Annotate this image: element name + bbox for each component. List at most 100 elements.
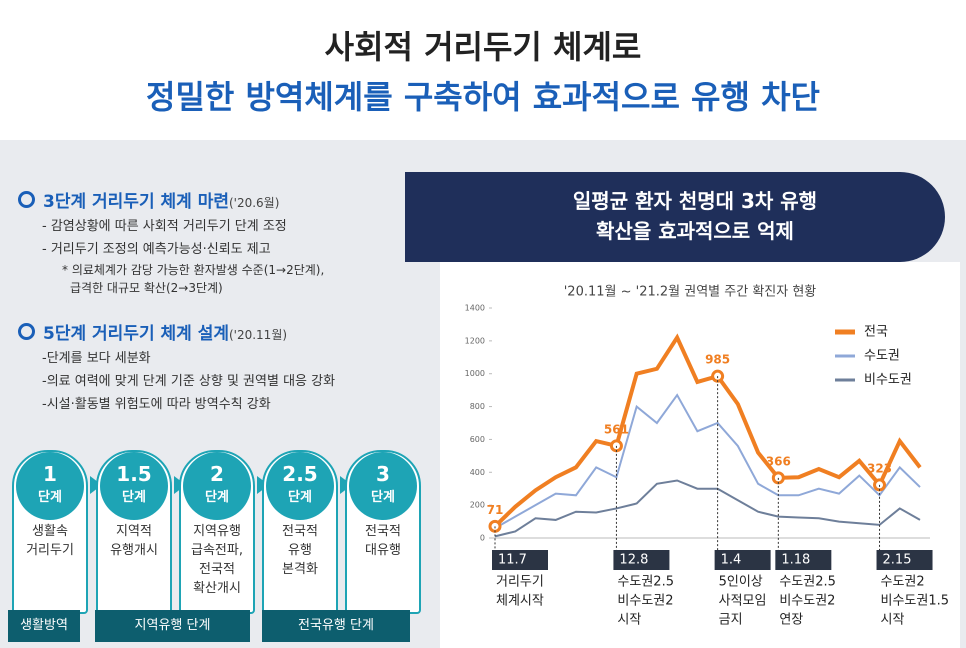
event-label: 금지 bbox=[719, 613, 743, 628]
value-label: 71 bbox=[487, 503, 504, 517]
y-tick-label: 1200 bbox=[465, 336, 485, 345]
subtitle: 정밀한 방역체계를 구축하여 효과적으로 유행 차단 bbox=[146, 78, 820, 116]
event-label: 사적모임 bbox=[719, 594, 767, 609]
bullet bbox=[18, 191, 35, 208]
event-label: 연장 bbox=[779, 613, 803, 628]
y-tick-label: 400 bbox=[470, 468, 485, 477]
step-badge: 1.5 단계 bbox=[100, 452, 168, 520]
event-label: 비수도권1.5 bbox=[881, 594, 950, 609]
y-tick-label: 1000 bbox=[465, 369, 485, 378]
heading-text: 5단계 거리두기 체계 설계 bbox=[43, 324, 229, 344]
chart-title: '20.11월 ~ '21.2월 권역별 주간 확진자 현황 bbox=[564, 285, 817, 300]
line bbox=[494, 393, 921, 530]
text-panel: 3단계 거리두기 체계 마련('20.6월) - 감염상황에 따른 사회적 거리두… bbox=[0, 175, 420, 435]
bullet bbox=[18, 323, 35, 340]
x-tick-label: 2.15 bbox=[883, 553, 912, 568]
marker bbox=[609, 439, 623, 453]
event-box bbox=[492, 550, 548, 570]
step-unit: 단계 bbox=[205, 490, 229, 505]
x-tick-label: 11.7 bbox=[498, 553, 527, 568]
banner-text: 일평균 환자 천명대 3차 유행 확산을 효과적으로 억제 bbox=[480, 186, 910, 246]
line bbox=[494, 479, 921, 538]
phase-bar: 전국유행 단계 bbox=[262, 610, 410, 642]
event-box bbox=[714, 550, 771, 570]
step-desc-line: 지역적 bbox=[116, 524, 152, 539]
x-tick-label: 1.18 bbox=[781, 553, 810, 568]
event-box bbox=[775, 550, 832, 570]
step-badge: 2 단계 bbox=[183, 452, 251, 520]
heading-text: 3단계 거리두기 체계 마련 bbox=[43, 192, 229, 212]
y-tick-label: 200 bbox=[470, 501, 485, 510]
y-tick-label: 600 bbox=[470, 435, 485, 444]
event-box bbox=[613, 550, 670, 570]
step-badge: 2.5 단계 bbox=[266, 452, 334, 520]
heading-date: ('20.6월) bbox=[228, 196, 280, 210]
y-tick-label: 0 bbox=[480, 534, 485, 543]
event-label: 거리두기 bbox=[496, 575, 544, 590]
section-item: -의료 여력에 맞게 단계 기준 상향 및 권역별 대응 강화 bbox=[42, 374, 336, 389]
chart-bg bbox=[440, 262, 960, 648]
event-label: 수도권2.5 bbox=[617, 575, 674, 590]
event-label: 비수도권2 bbox=[779, 594, 835, 609]
event-label: 시작 bbox=[881, 613, 905, 628]
step-level: 2 bbox=[210, 462, 224, 486]
section-item: -시설·활동별 위험도에 따라 방역수칙 강화 bbox=[42, 397, 271, 412]
title: 사회적 거리두기 체계로 bbox=[324, 28, 642, 66]
chart: '20.11월 ~ '21.2월 권역별 주간 확진자 현황 0 200 400 600… bbox=[465, 285, 950, 628]
step-desc-line: 전국적 bbox=[365, 524, 401, 539]
step-level: 1 bbox=[43, 462, 57, 486]
step-unit: 단계 bbox=[38, 490, 62, 505]
step-level: 3 bbox=[376, 462, 390, 486]
step-level: 2.5 bbox=[282, 462, 318, 486]
event-label: 수도권2 bbox=[881, 575, 925, 590]
step-unit: 단계 bbox=[122, 490, 146, 505]
step-desc-line: 거리두기 bbox=[26, 543, 74, 558]
step-desc-line: 유행개시 bbox=[110, 543, 158, 558]
step-level: 1.5 bbox=[116, 462, 152, 486]
section-item: - 거리두기 조정의 예측가능성·신뢰도 제고 bbox=[42, 242, 271, 257]
line bbox=[493, 333, 922, 528]
heading-date: ('20.11월) bbox=[228, 328, 288, 342]
event-label: 수도권2.5 bbox=[779, 575, 836, 590]
legend-label: 전국 bbox=[864, 325, 888, 340]
y-tick-label: 1400 bbox=[465, 304, 485, 313]
step-desc-line: 급속전파, bbox=[191, 543, 243, 558]
section-heading: 3단계 거리두기 체계 마련('20.6월) bbox=[18, 187, 279, 212]
value-label: 366 bbox=[766, 454, 791, 468]
step-desc-line: 본격화 bbox=[282, 562, 318, 577]
step-desc: 지역유행 급속전파, 전국적 확산개시 bbox=[179, 522, 255, 598]
value-label: 323 bbox=[867, 461, 892, 475]
event-box bbox=[876, 550, 933, 570]
section-item: - 감염상황에 따른 사회적 거리두기 단계 조정 bbox=[42, 219, 287, 234]
value-label: 985 bbox=[705, 353, 730, 367]
banner-line: 확산을 효과적으로 억제 bbox=[596, 219, 794, 243]
banner-line: 일평균 환자 천명대 3차 유행 bbox=[572, 189, 818, 213]
step-desc-line: 유행 bbox=[288, 543, 312, 558]
legend-label: 수도권 bbox=[864, 349, 900, 364]
step-desc-line: 생활속 bbox=[32, 524, 68, 539]
event-label: 비수도권2 bbox=[617, 594, 673, 609]
value-label: 561 bbox=[604, 422, 629, 436]
step-unit: 단계 bbox=[288, 490, 312, 505]
x-tick-label: 12.8 bbox=[619, 553, 648, 568]
section-note: 급격한 대규모 확산(2→3단계) bbox=[70, 281, 223, 295]
step-desc-line: 전국적 bbox=[282, 524, 318, 539]
x-tick-label: 1.4 bbox=[721, 553, 742, 568]
step-desc-line: 확산개시 bbox=[193, 581, 241, 596]
y-tick-label: 800 bbox=[470, 402, 485, 411]
step-badge: 1 단계 bbox=[16, 452, 84, 520]
section-item: -단계를 보다 세분화 bbox=[42, 351, 151, 366]
step-unit: 단계 bbox=[371, 490, 395, 505]
marker bbox=[488, 519, 502, 533]
step-badge: 3 단계 bbox=[349, 452, 417, 520]
phase-bar: 지역유행 단계 bbox=[95, 610, 250, 642]
header bbox=[0, 0, 966, 140]
legend-label: 비수도권 bbox=[864, 373, 912, 388]
event-label: 5인이상 bbox=[719, 575, 763, 590]
step-desc-line: 지역유행 bbox=[193, 524, 241, 539]
